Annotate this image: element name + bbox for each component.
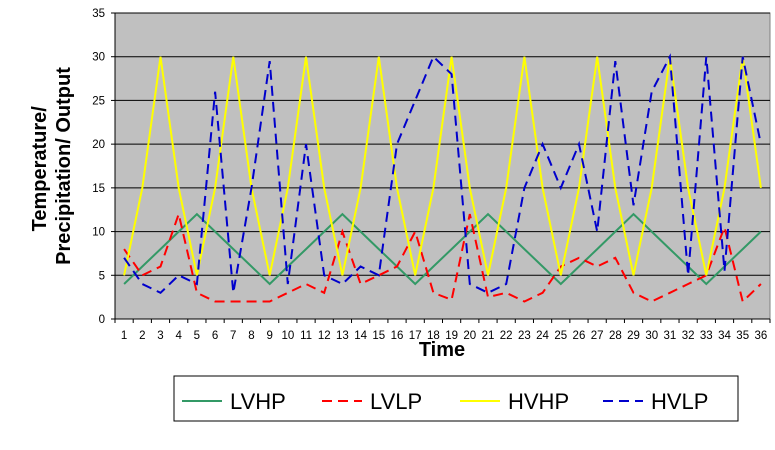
x-tick-label: 20 [463, 330, 476, 342]
x-tick-label: 12 [318, 330, 331, 342]
series-line-lvlp [123, 210, 762, 304]
legend-label-lvhp: LVHP [230, 389, 286, 414]
x-axis-ticks: 1 2 3 4 5 6 7 8 9 10 11 12 13 14 15 16 17 18 19 20 21 22 23 24 2… [114, 319, 771, 342]
x-tick-label: 29 [627, 330, 640, 342]
y-tick-label: 35 [92, 8, 105, 20]
x-tick-label: 1 [121, 330, 127, 342]
x-tick-label: 24 [536, 330, 549, 342]
x-tick-label: 19 [445, 330, 458, 342]
y-axis-ticks: 0 5 10 15 20 25 30 35 [92, 8, 115, 326]
x-axis-label: Time [419, 339, 465, 361]
x-tick-label: 18 [427, 330, 440, 342]
x-tick-label: 35 [736, 330, 749, 342]
y-axis-label-line-1: Temperature/ [29, 106, 51, 232]
series-line-lvhp [123, 212, 762, 286]
x-tick-label: 5 [194, 330, 200, 342]
x-tick-label: 21 [482, 330, 495, 342]
x-tick-label: 11 [300, 330, 312, 342]
x-tick-label: 9 [266, 330, 272, 342]
x-tick-label: 34 [718, 330, 731, 342]
y-tick-label: 20 [92, 139, 105, 151]
plot-area [114, 12, 771, 320]
legend-box [173, 375, 739, 422]
x-tick-label: 31 [664, 330, 677, 342]
x-tick-label: 22 [500, 330, 513, 342]
x-tick-label: 13 [336, 330, 349, 342]
x-tick-label: 26 [573, 330, 586, 342]
legend-label-lvlp: LVLP [370, 389, 422, 414]
x-tick-label: 4 [175, 330, 182, 342]
x-tick-label: 8 [248, 330, 254, 342]
x-tick-label: 2 [139, 330, 145, 342]
x-tick-label: 17 [409, 330, 422, 342]
x-tick-label: 28 [609, 330, 622, 342]
y-tick-label: 15 [92, 183, 105, 195]
y-tick-label: 25 [92, 95, 105, 107]
y-tick-label: 0 [99, 314, 105, 326]
legend-label-hvlp: HVLP [651, 389, 708, 414]
x-tick-label: 33 [700, 330, 713, 342]
y-tick-label: 10 [92, 227, 105, 239]
y-tick-label: 5 [99, 270, 105, 282]
x-tick-label: 7 [230, 330, 236, 342]
legend-label-hvhp: HVHP [508, 389, 569, 414]
x-tick-label: 10 [281, 330, 294, 342]
x-tick-label: 25 [554, 330, 567, 342]
x-tick-label: 32 [682, 330, 695, 342]
x-tick-label: 6 [212, 330, 218, 342]
legend: LVHP LVLP HVHP HVLP [173, 375, 739, 422]
x-tick-label: 14 [354, 330, 367, 342]
series-lines [123, 53, 762, 304]
y-axis-label-line-2: Precipitation/ Output [53, 67, 75, 265]
series-line-hvhp [123, 56, 762, 276]
x-tick-label: 30 [645, 330, 658, 342]
x-tick-label: 3 [157, 330, 163, 342]
x-tick-label: 15 [372, 330, 385, 342]
x-tick-label: 23 [518, 330, 531, 342]
series-line-hvlp [123, 53, 762, 295]
y-axis-label: Temperature/ Precipitation/ Output [29, 67, 75, 265]
x-tick-label: 36 [755, 330, 768, 342]
x-tick-label: 27 [591, 330, 604, 342]
x-tick-label: 16 [391, 330, 404, 342]
y-tick-label: 30 [92, 52, 105, 64]
